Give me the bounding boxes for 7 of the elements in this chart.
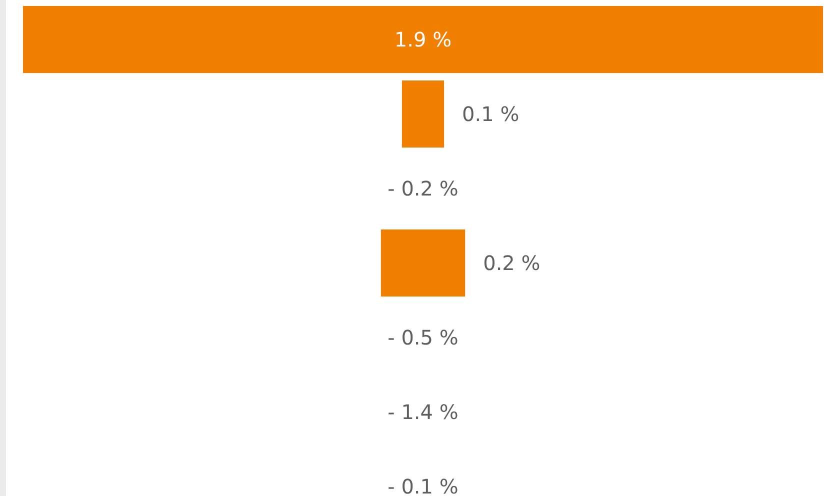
data-label: - 0.5 % [388,325,458,350]
data-label: - 0.1 % [388,474,458,496]
data-label: 0.1 % [462,102,520,126]
data-label: 0.2 % [483,251,540,275]
data-label: - 1.4 % [388,400,458,424]
data-label: - 0.2 % [388,176,458,201]
data-label: 1.9 % [394,28,452,52]
